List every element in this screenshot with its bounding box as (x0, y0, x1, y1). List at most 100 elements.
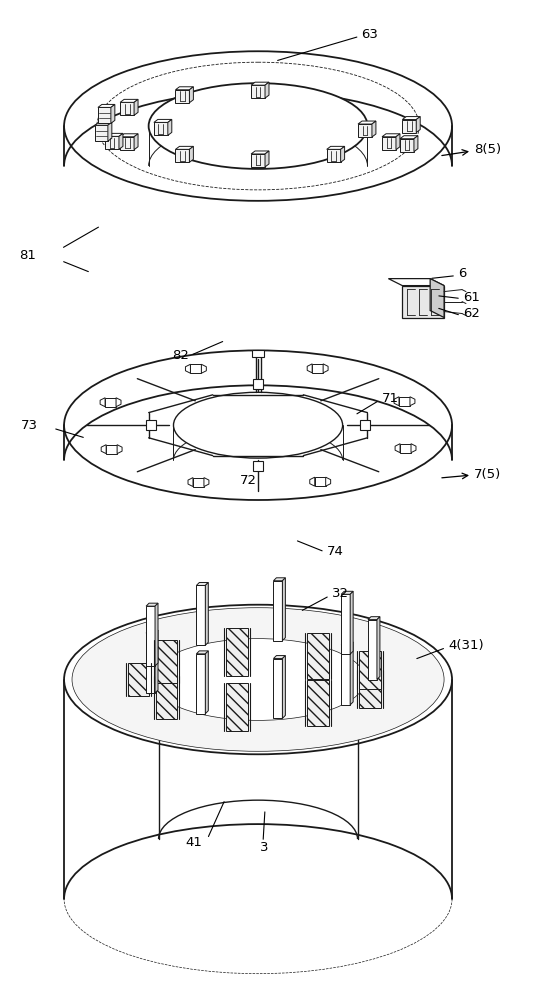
Polygon shape (175, 90, 189, 103)
Polygon shape (395, 444, 400, 453)
Polygon shape (154, 122, 168, 135)
Polygon shape (202, 364, 206, 373)
Polygon shape (175, 149, 189, 162)
Polygon shape (273, 659, 282, 718)
Polygon shape (307, 633, 329, 679)
Polygon shape (400, 444, 411, 453)
Text: 3: 3 (260, 841, 269, 854)
Polygon shape (95, 125, 108, 141)
Ellipse shape (64, 350, 452, 500)
Polygon shape (273, 578, 285, 581)
Polygon shape (226, 683, 248, 731)
Text: 73: 73 (21, 419, 38, 432)
Polygon shape (146, 603, 158, 606)
Polygon shape (368, 617, 380, 620)
Polygon shape (341, 642, 353, 645)
Polygon shape (341, 591, 353, 594)
Polygon shape (251, 154, 265, 167)
Polygon shape (190, 364, 202, 373)
Polygon shape (251, 151, 269, 154)
Polygon shape (196, 585, 205, 645)
Polygon shape (95, 122, 112, 125)
Text: 6: 6 (458, 267, 466, 280)
Polygon shape (265, 151, 269, 167)
Polygon shape (273, 656, 285, 659)
Polygon shape (416, 117, 420, 133)
Polygon shape (193, 478, 204, 487)
Polygon shape (251, 85, 265, 98)
Polygon shape (382, 134, 400, 137)
Polygon shape (341, 594, 350, 654)
Ellipse shape (64, 605, 452, 754)
Polygon shape (146, 633, 155, 693)
Polygon shape (389, 279, 444, 286)
Polygon shape (400, 139, 414, 152)
Ellipse shape (151, 639, 366, 720)
Polygon shape (327, 146, 345, 149)
Polygon shape (101, 445, 106, 454)
Polygon shape (120, 134, 138, 137)
Polygon shape (253, 461, 263, 471)
Polygon shape (134, 134, 138, 150)
Text: 71: 71 (382, 392, 398, 405)
Polygon shape (189, 146, 193, 162)
Polygon shape (312, 364, 323, 373)
Polygon shape (155, 630, 158, 693)
Text: 62: 62 (463, 307, 480, 320)
Ellipse shape (174, 392, 343, 458)
Polygon shape (175, 87, 193, 90)
Polygon shape (326, 477, 331, 486)
Polygon shape (205, 582, 209, 645)
Polygon shape (340, 146, 345, 162)
Polygon shape (116, 398, 121, 407)
Polygon shape (119, 133, 123, 149)
Polygon shape (105, 136, 119, 149)
Polygon shape (196, 651, 209, 654)
Polygon shape (360, 651, 381, 689)
Polygon shape (307, 680, 329, 726)
Polygon shape (327, 149, 340, 162)
Polygon shape (146, 630, 158, 633)
Polygon shape (98, 104, 115, 107)
Polygon shape (120, 99, 138, 102)
Polygon shape (414, 136, 418, 152)
Polygon shape (399, 397, 410, 406)
Polygon shape (251, 82, 269, 85)
Polygon shape (226, 628, 248, 676)
Polygon shape (146, 606, 155, 666)
Polygon shape (128, 663, 150, 696)
Polygon shape (253, 379, 263, 389)
Polygon shape (323, 364, 328, 373)
Polygon shape (282, 578, 285, 641)
Polygon shape (105, 133, 123, 136)
Polygon shape (403, 117, 420, 120)
Text: 61: 61 (463, 291, 480, 304)
Polygon shape (155, 640, 177, 683)
Polygon shape (120, 102, 134, 115)
Polygon shape (394, 397, 399, 406)
Polygon shape (360, 670, 381, 708)
Polygon shape (100, 398, 105, 407)
Text: 72: 72 (240, 474, 257, 487)
Polygon shape (372, 121, 376, 137)
Polygon shape (168, 119, 172, 135)
Polygon shape (396, 134, 400, 150)
Ellipse shape (159, 641, 358, 718)
Polygon shape (265, 82, 269, 98)
Text: 41: 41 (185, 836, 202, 849)
Polygon shape (105, 398, 116, 407)
Polygon shape (155, 603, 158, 666)
Polygon shape (111, 104, 115, 123)
Text: 4(31): 4(31) (448, 639, 483, 652)
Polygon shape (282, 656, 285, 718)
Polygon shape (403, 120, 416, 133)
Polygon shape (307, 364, 312, 373)
Polygon shape (358, 124, 372, 137)
Polygon shape (360, 420, 370, 430)
Polygon shape (185, 364, 190, 373)
Polygon shape (98, 107, 111, 123)
Ellipse shape (64, 51, 452, 201)
Polygon shape (106, 445, 117, 454)
Polygon shape (400, 136, 418, 139)
Polygon shape (120, 137, 134, 150)
